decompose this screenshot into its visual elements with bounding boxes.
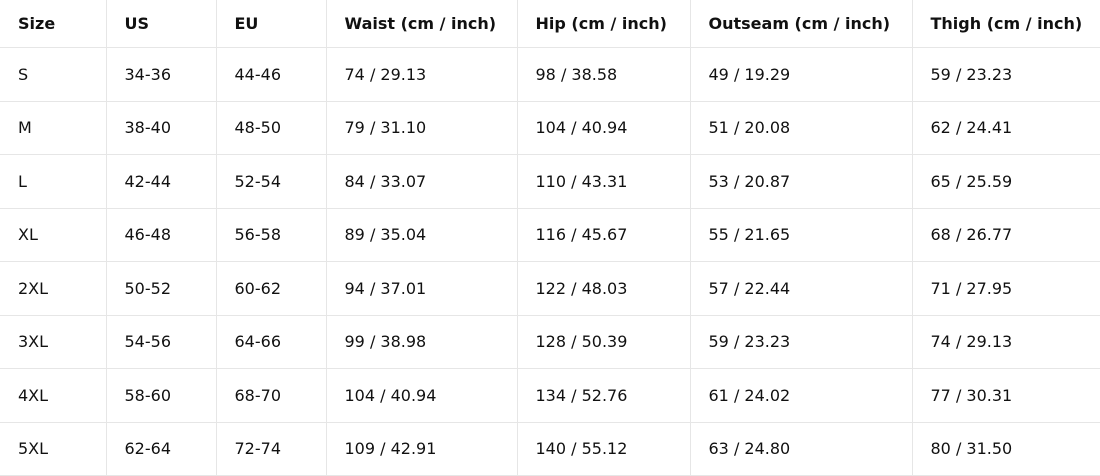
table-cell: 60-62 <box>215 261 327 316</box>
table-cell: 72-74 <box>215 421 327 476</box>
table-cell: 80 / 31.50 <box>911 421 1100 476</box>
table-cell: 54-56 <box>105 314 217 369</box>
table-cell: 122 / 48.03 <box>516 261 691 316</box>
table-row: S 34-36 44-46 74 / 29.13 98 / 38.58 49 / 19.2… <box>0 47 1100 102</box>
table-cell: 77 / 30.31 <box>911 368 1100 423</box>
table-cell: 98 / 38.58 <box>516 47 691 102</box>
table-row: XL 46-48 56-58 89 / 35.04 116 / 45.67 55 / 21… <box>0 207 1100 262</box>
table-cell: 50-52 <box>105 261 217 316</box>
table-cell: 99 / 38.98 <box>325 314 518 369</box>
table-cell: 65 / 25.59 <box>911 154 1100 209</box>
table-cell: 68 / 26.77 <box>911 207 1100 262</box>
header-cell: Thigh (cm / inch) <box>911 0 1100 48</box>
table-cell: 109 / 42.91 <box>325 421 518 476</box>
table-cell: 62 / 24.41 <box>911 100 1100 155</box>
table-row: 3XL 54-56 64-66 99 / 38.98 128 / 50.39 59 / 2… <box>0 314 1100 369</box>
table-cell: 128 / 50.39 <box>516 314 691 369</box>
table-cell: 34-36 <box>105 47 217 102</box>
table-cell: 58-60 <box>105 368 217 423</box>
table-cell: 51 / 20.08 <box>689 100 913 155</box>
table-cell: XL <box>0 207 107 262</box>
table-row: L 42-44 52-54 84 / 33.07 110 / 43.31 53 / 20.… <box>0 154 1100 209</box>
table-cell: 110 / 43.31 <box>516 154 691 209</box>
table-cell: 79 / 31.10 <box>325 100 518 155</box>
table-cell: 53 / 20.87 <box>689 154 913 209</box>
table-cell: 62-64 <box>105 421 217 476</box>
table-cell: 68-70 <box>215 368 327 423</box>
table-cell: 3XL <box>0 314 107 369</box>
table-header: Size US EU Waist (cm / inch) Hip (cm / inch)… <box>0 0 1100 48</box>
table-cell: 42-44 <box>105 154 217 209</box>
table-cell: 48-50 <box>215 100 327 155</box>
table-cell: 5XL <box>0 421 107 476</box>
table-cell: 134 / 52.76 <box>516 368 691 423</box>
table-cell: 46-48 <box>105 207 217 262</box>
table-cell: 57 / 22.44 <box>689 261 913 316</box>
header-cell: Waist (cm / inch) <box>325 0 518 48</box>
header-cell: Hip (cm / inch) <box>516 0 691 48</box>
table-cell: 59 / 23.23 <box>911 47 1100 102</box>
table-row: 5XL 62-64 72-74 109 / 42.91 140 / 55.12 63 / … <box>0 421 1100 476</box>
table-cell: 56-58 <box>215 207 327 262</box>
table-cell: 94 / 37.01 <box>325 261 518 316</box>
table-cell: 59 / 23.23 <box>689 314 913 369</box>
table-cell: 74 / 29.13 <box>911 314 1100 369</box>
table-cell: 89 / 35.04 <box>325 207 518 262</box>
table-cell: 55 / 21.65 <box>689 207 913 262</box>
table-cell: 2XL <box>0 261 107 316</box>
table-cell: 74 / 29.13 <box>325 47 518 102</box>
table-cell: 140 / 55.12 <box>516 421 691 476</box>
table-cell: 84 / 33.07 <box>325 154 518 209</box>
table-cell: L <box>0 154 107 209</box>
header-cell: US <box>105 0 217 48</box>
table-cell: 63 / 24.80 <box>689 421 913 476</box>
table-cell: 104 / 40.94 <box>325 368 518 423</box>
header-cell: Size <box>0 0 107 48</box>
table-cell: 49 / 19.29 <box>689 47 913 102</box>
header-row: Size US EU Waist (cm / inch) Hip (cm / inch)… <box>0 0 1100 48</box>
table-cell: 116 / 45.67 <box>516 207 691 262</box>
table-cell: S <box>0 47 107 102</box>
header-cell: EU <box>215 0 327 48</box>
table-cell: 61 / 24.02 <box>689 368 913 423</box>
table-cell: 44-46 <box>215 47 327 102</box>
table-row: 2XL 50-52 60-62 94 / 37.01 122 / 48.03 57 / 2… <box>0 261 1100 316</box>
table-cell: 104 / 40.94 <box>516 100 691 155</box>
table-cell: 71 / 27.95 <box>911 261 1100 316</box>
table-cell: M <box>0 100 107 155</box>
table-cell: 64-66 <box>215 314 327 369</box>
table-body: S 34-36 44-46 74 / 29.13 98 / 38.58 49 / 19.2… <box>0 47 1100 476</box>
table-row: M 38-40 48-50 79 / 31.10 104 / 40.94 51 / 20.… <box>0 100 1100 155</box>
table-cell: 38-40 <box>105 100 217 155</box>
table-cell: 52-54 <box>215 154 327 209</box>
table-row: 4XL 58-60 68-70 104 / 40.94 134 / 52.76 61 / … <box>0 368 1100 423</box>
table-cell: 4XL <box>0 368 107 423</box>
header-cell: Outseam (cm / inch) <box>689 0 913 48</box>
